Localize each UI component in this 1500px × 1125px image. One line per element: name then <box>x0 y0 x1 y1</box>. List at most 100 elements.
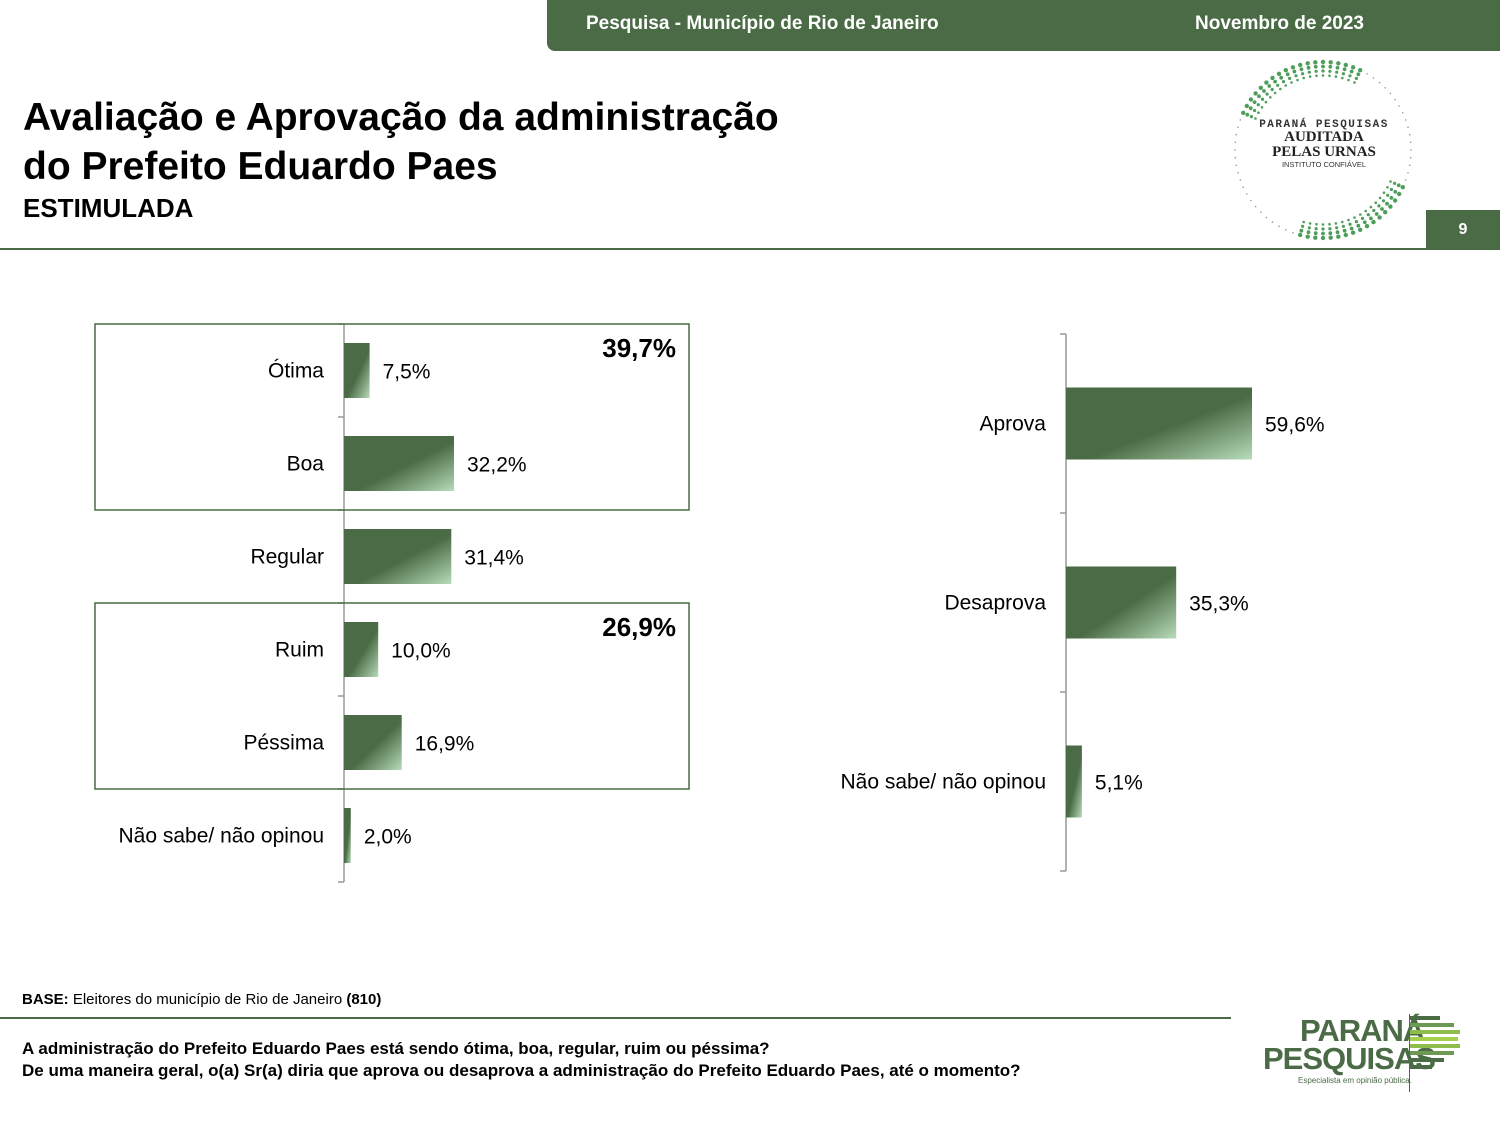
seal-dot <box>1404 179 1407 181</box>
seal-dot <box>1408 164 1411 167</box>
seal-dot <box>1290 65 1296 70</box>
seal-dot <box>1320 235 1326 241</box>
seal-dot <box>1314 69 1318 73</box>
seal-dot <box>1256 103 1260 107</box>
seal-dot <box>1341 72 1345 76</box>
seal-dot <box>1239 119 1242 121</box>
seal-dot <box>1301 72 1305 76</box>
seal-dot <box>1335 226 1339 230</box>
seal-dot <box>1279 87 1282 91</box>
approval-value-label: 5,1% <box>1095 772 1143 795</box>
seal-dot <box>1276 71 1282 76</box>
seal-dot <box>1350 230 1356 235</box>
seal-dot <box>1294 74 1298 78</box>
seal-dot <box>1290 81 1293 84</box>
brand-stripe-4 <box>1410 1037 1458 1041</box>
seal-dot <box>1315 222 1318 226</box>
survey-questions: A administração do Prefeito Eduardo Paes… <box>22 1038 1021 1082</box>
seal-dot <box>1366 73 1368 75</box>
seal-dot <box>1341 220 1344 224</box>
seal-dot <box>1364 209 1367 213</box>
seal-dot <box>1250 199 1252 202</box>
seal-dot <box>1257 111 1260 114</box>
base-text: Eleitores do município de Rio de Janeiro <box>72 991 343 1008</box>
seal-dot <box>1382 191 1386 194</box>
seal-dot <box>1267 84 1272 88</box>
seal-dot <box>1313 60 1318 65</box>
evaluation-group-total: 26,9% <box>602 612 676 642</box>
seal-dot <box>1270 87 1274 92</box>
evaluation-value-label: 2,0% <box>364 826 412 849</box>
seal-dot <box>1279 75 1284 80</box>
seal-dot <box>1343 232 1348 238</box>
evaluation-category-label: Ótima <box>268 360 324 383</box>
seal-dot <box>1285 229 1287 231</box>
seal-dot <box>1239 179 1242 181</box>
seal-dot <box>1321 74 1325 77</box>
evaluation-category-label: Boa <box>287 453 325 476</box>
parana-pesquisas-logo: PARANÁ PESQUISAS Especialista em opinião… <box>1263 1013 1460 1092</box>
base-count: (810) <box>346 991 382 1008</box>
seal-dot <box>1398 105 1400 107</box>
seal-dot <box>1296 78 1299 82</box>
seal-dot <box>1276 83 1280 87</box>
seal-line-1: PARANÁ PESQUISAS <box>1259 117 1389 131</box>
seal-dot <box>1306 230 1311 235</box>
seal-line-4: INSTITUTO CONFIÁVEL <box>1282 160 1366 169</box>
seal-dot <box>1313 64 1318 69</box>
brand-stripe-2 <box>1410 1023 1454 1027</box>
seal-dot <box>1358 68 1363 73</box>
evaluation-bar <box>344 715 402 770</box>
seal-line-3: PELAS URNAS <box>1272 144 1376 160</box>
approval-value-label: 59,6% <box>1265 414 1325 437</box>
seal-dot <box>1257 94 1261 99</box>
brand-stripe-6 <box>1410 1051 1454 1055</box>
brand-name-line-2: PESQUISAS <box>1263 1041 1435 1076</box>
seal-dot <box>1347 78 1350 82</box>
seal-dot <box>1342 67 1347 72</box>
page-subtitle: ESTIMULADA <box>23 193 194 223</box>
audit-seal-logo: PARANÁ PESQUISAS AUDITADA PELAS URNAS IN… <box>1234 59 1412 241</box>
seal-dot <box>1354 220 1358 224</box>
seal-dot <box>1380 207 1384 211</box>
seal-dot <box>1377 204 1381 208</box>
evaluation-bar <box>344 622 379 677</box>
seal-dot <box>1377 215 1382 220</box>
approval-chart: Aprova 59,6% Desaprova 35,3% Não sabe/ não o… <box>841 333 1325 872</box>
seal-dot <box>1264 80 1269 85</box>
seal-dot <box>1307 226 1311 230</box>
approval-value-label: 35,3% <box>1189 593 1249 616</box>
seal-dot <box>1264 100 1268 104</box>
seal-dot <box>1301 224 1305 228</box>
seal-dot <box>1369 205 1373 209</box>
seal-dot <box>1348 222 1352 226</box>
footer-divider <box>0 1017 1231 1019</box>
seal-dot <box>1273 91 1277 95</box>
seal-dot <box>1334 222 1338 225</box>
seal-dot <box>1388 204 1393 209</box>
seal-dot <box>1410 149 1412 151</box>
brand-stripe-5 <box>1410 1044 1460 1048</box>
evaluation-group-box <box>94 602 690 790</box>
approval-category-label: Não sabe/ não opinou <box>841 771 1047 794</box>
seal-dot <box>1392 198 1398 203</box>
seal-dot <box>1389 187 1393 192</box>
seal-dot <box>1402 112 1404 114</box>
seal-dot <box>1386 193 1390 197</box>
seal-dot <box>1396 183 1401 188</box>
evaluation-chart: Ótima 7,5% Boa 32,2% Regular 31,4% Ruim 10,0% Pé… <box>94 323 690 883</box>
seal-dot <box>1234 149 1236 151</box>
page-title: Avaliação e Aprovação da administração d… <box>23 93 779 191</box>
brand-divider <box>1409 1014 1410 1092</box>
seal-dot <box>1362 220 1367 225</box>
seal-dot <box>1353 216 1356 219</box>
seal-dot <box>1385 201 1389 206</box>
evaluation-group-box <box>94 323 690 511</box>
seal-dot <box>1374 201 1377 204</box>
question-1: A administração do Prefeito Eduardo Paes… <box>22 1039 770 1058</box>
seal-dot <box>1315 74 1318 78</box>
seal-line-2: AUDITADA <box>1284 129 1364 145</box>
evaluation-category-label: Regular <box>250 546 324 569</box>
seal-dot <box>1305 61 1310 66</box>
evaluation-value-label: 7,5% <box>383 361 431 384</box>
